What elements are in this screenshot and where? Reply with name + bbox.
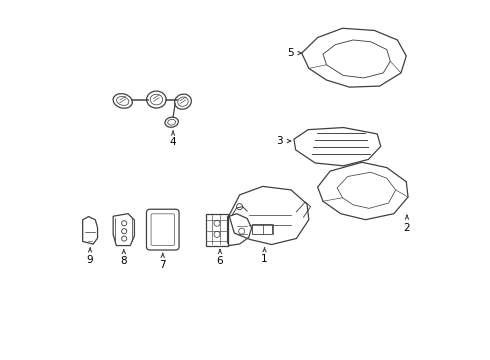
Text: 2: 2: [404, 222, 410, 233]
Text: 7: 7: [159, 260, 166, 270]
Text: 6: 6: [217, 256, 223, 266]
Text: 9: 9: [87, 255, 94, 265]
Text: 8: 8: [121, 256, 127, 266]
Text: 1: 1: [261, 255, 268, 265]
Text: 4: 4: [170, 138, 176, 148]
Text: 3: 3: [276, 136, 283, 146]
Text: 5: 5: [287, 48, 294, 58]
